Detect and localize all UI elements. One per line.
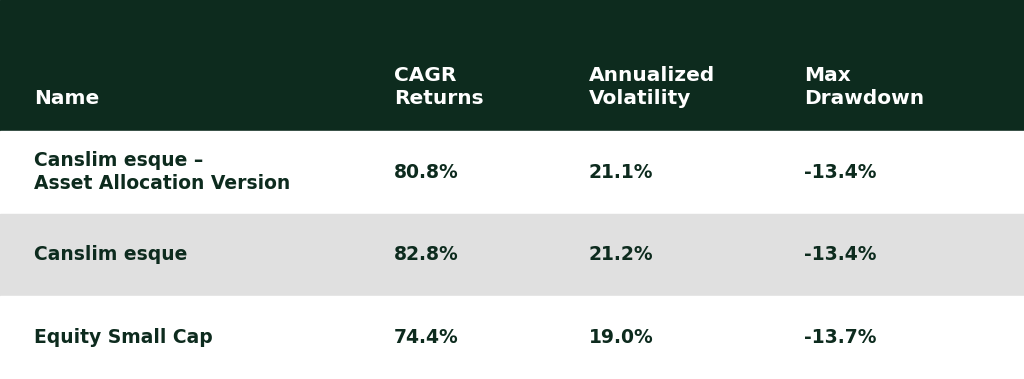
Bar bbox=[0, 296, 1024, 379]
Text: Annualized
Volatility: Annualized Volatility bbox=[589, 66, 715, 108]
Text: 74.4%: 74.4% bbox=[394, 328, 459, 347]
Text: 19.0%: 19.0% bbox=[589, 328, 653, 347]
Bar bbox=[0, 0, 1024, 131]
Bar bbox=[0, 131, 1024, 213]
Text: Equity Small Cap: Equity Small Cap bbox=[34, 328, 213, 347]
Text: 21.2%: 21.2% bbox=[589, 245, 653, 265]
Text: Canslim esque: Canslim esque bbox=[34, 245, 187, 265]
Text: Name: Name bbox=[34, 89, 99, 108]
Text: -13.4%: -13.4% bbox=[804, 163, 877, 182]
Text: 82.8%: 82.8% bbox=[394, 245, 459, 265]
Text: -13.4%: -13.4% bbox=[804, 245, 877, 265]
Text: CAGR
Returns: CAGR Returns bbox=[394, 66, 484, 108]
Text: 80.8%: 80.8% bbox=[394, 163, 459, 182]
Text: 21.1%: 21.1% bbox=[589, 163, 653, 182]
Text: Canslim esque –
Asset Allocation Version: Canslim esque – Asset Allocation Version bbox=[34, 151, 290, 193]
Bar bbox=[0, 213, 1024, 296]
Text: -13.7%: -13.7% bbox=[804, 328, 877, 347]
Text: Max
Drawdown: Max Drawdown bbox=[804, 66, 924, 108]
